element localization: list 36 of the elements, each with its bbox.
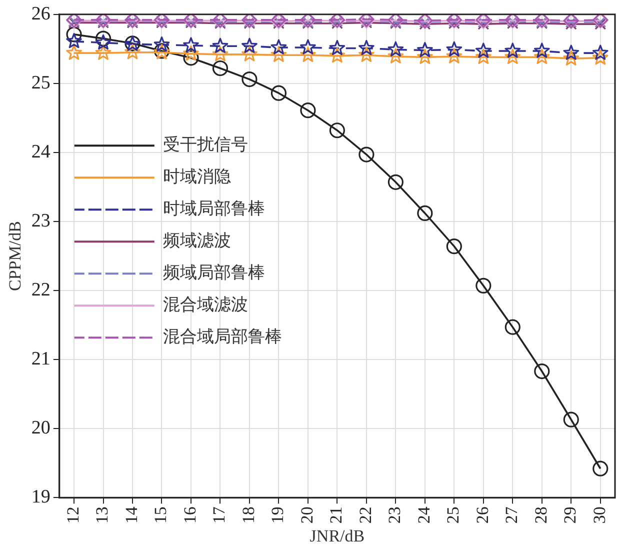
- x-tick-label: 24: [414, 506, 434, 524]
- x-tick-label: 16: [180, 506, 200, 524]
- x-tick-label: 25: [444, 506, 463, 524]
- x-axis-title: JNR/dB: [310, 526, 365, 546]
- y-tick-label: 20: [31, 418, 50, 439]
- x-tick-label: 22: [356, 506, 375, 524]
- legend-label: 时域局部鲁棒: [162, 199, 265, 220]
- legend-label: 时域消隐: [162, 167, 231, 188]
- y-tick-label: 24: [31, 141, 51, 162]
- x-tick-label: 15: [151, 506, 170, 524]
- x-tick-label: 17: [210, 506, 229, 524]
- legend-label: 频域滤波: [162, 231, 231, 252]
- x-tick-label: 12: [63, 506, 82, 524]
- y-axis-title: CPPM/dB: [6, 221, 25, 291]
- x-tick-label: 27: [502, 506, 522, 524]
- y-tick-label: 23: [31, 210, 50, 232]
- y-tick-label: 26: [31, 3, 50, 24]
- legend-label: 混合域局部鲁棒: [162, 327, 282, 348]
- x-tick-label: 28: [531, 506, 550, 524]
- x-tick-label: 26: [472, 506, 492, 524]
- x-tick-label: 18: [238, 506, 258, 524]
- y-tick-label: 19: [31, 486, 50, 508]
- y-tick-label: 22: [31, 280, 50, 300]
- x-tick-label: 21: [326, 506, 346, 524]
- legend-label: 受干扰信号: [162, 135, 248, 156]
- legend-label: 频域局部鲁棒: [162, 263, 265, 284]
- x-tick-label: 23: [385, 506, 404, 524]
- x-tick-label: 20: [297, 506, 316, 524]
- x-tick-label: 13: [92, 506, 112, 524]
- y-tick-label: 25: [31, 72, 50, 94]
- x-tick-label: 30: [590, 506, 609, 524]
- x-tick-label: 19: [268, 506, 288, 524]
- x-tick-label: 14: [122, 506, 141, 524]
- y-tick-label: 21: [31, 348, 50, 370]
- x-tick-label: 29: [560, 506, 580, 524]
- legend-label: 混合域滤波: [162, 295, 248, 316]
